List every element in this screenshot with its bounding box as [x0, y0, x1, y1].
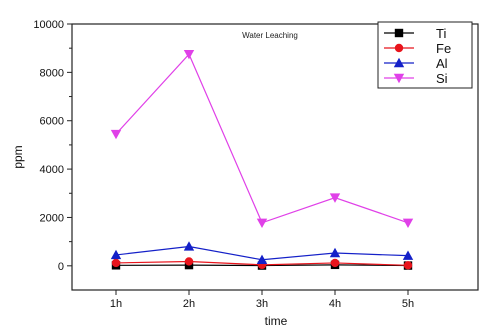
legend-marker — [393, 57, 405, 68]
y-tick-label: 4000 — [40, 164, 64, 176]
x-tick-label: 1h — [110, 298, 122, 310]
legend-label: Al — [436, 56, 448, 71]
legend-item-fe: Fe — [384, 41, 451, 56]
y-tick-label: 0 — [58, 261, 64, 273]
legend-label: Ti — [436, 26, 446, 41]
legend-marker — [394, 43, 404, 53]
data-point-al — [329, 247, 341, 258]
legend-item-al: Al — [384, 56, 448, 71]
data-point-al — [256, 254, 268, 264]
series-layer — [110, 50, 414, 270]
data-point-fe — [403, 261, 413, 270]
legend-marker — [393, 73, 405, 84]
x-axis-title: time — [265, 314, 288, 326]
x-tick-label: 2h — [183, 298, 195, 310]
data-point-si — [402, 218, 414, 228]
y-tick-label: 6000 — [40, 116, 64, 128]
series-line-si — [115, 53, 409, 224]
data-point-fe — [184, 257, 194, 266]
data-point-al — [183, 241, 195, 251]
data-point-al — [402, 250, 414, 260]
data-point-fe — [111, 258, 121, 268]
legend-marker — [394, 28, 404, 38]
data-point-si — [183, 50, 195, 60]
legend-item-si: Si — [384, 71, 448, 86]
x-tick-label: 4h — [329, 298, 341, 310]
legend-label: Si — [436, 71, 448, 86]
chart-title: Water Leaching — [242, 31, 298, 40]
y-axis-title: ppm — [11, 145, 25, 168]
x-tick-label: 5h — [402, 298, 414, 310]
y-tick-label: 10000 — [33, 19, 64, 31]
plot-frame — [71, 23, 479, 291]
data-point-fe — [330, 258, 340, 268]
series-al — [110, 241, 414, 264]
data-point-si — [110, 129, 122, 140]
series-si — [110, 50, 414, 228]
data-point-si — [329, 193, 341, 203]
legend-label: Fe — [436, 41, 451, 56]
x-tick-label: 3h — [256, 298, 268, 310]
plot-border — [71, 23, 479, 291]
data-point-al — [110, 249, 122, 260]
y-tick-label: 2000 — [40, 212, 64, 224]
axis-layer: 0 2000 4000 6000 8000 10000 1h 2h 3h 4h 5h — [33, 19, 414, 310]
legend-item-ti: Ti — [384, 26, 446, 41]
series-fe — [111, 257, 413, 270]
data-point-si — [256, 218, 268, 228]
y-tick-label: 8000 — [40, 67, 64, 79]
